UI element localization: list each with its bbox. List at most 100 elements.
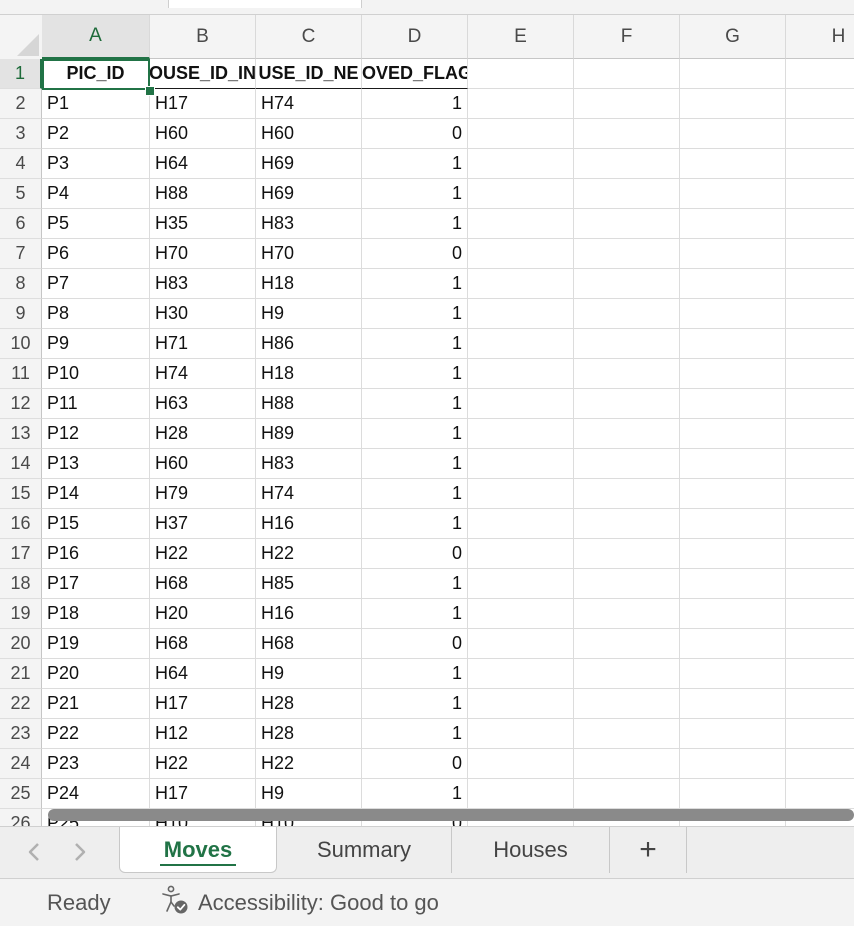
table-cell[interactable]: H83 <box>256 209 362 239</box>
table-cell[interactable]: 1 <box>362 299 468 329</box>
table-cell[interactable]: H20 <box>150 599 256 629</box>
empty-cell[interactable] <box>680 269 786 299</box>
table-cell[interactable]: H63 <box>150 389 256 419</box>
table-cell[interactable]: H18 <box>256 359 362 389</box>
table-cell[interactable]: 1 <box>362 509 468 539</box>
table-cell[interactable]: H79 <box>150 479 256 509</box>
select-all-corner[interactable] <box>0 15 43 60</box>
empty-cell[interactable] <box>786 509 854 539</box>
horizontal-scrollbar[interactable] <box>48 809 854 821</box>
table-cell[interactable]: 0 <box>362 749 468 779</box>
table-cell[interactable]: P11 <box>42 389 150 419</box>
table-cell[interactable]: H28 <box>256 689 362 719</box>
row-header[interactable]: 25 <box>0 779 42 809</box>
header-cell[interactable]: PIC_ID <box>42 59 150 89</box>
empty-cell[interactable] <box>680 299 786 329</box>
empty-cell[interactable] <box>468 449 574 479</box>
empty-cell[interactable] <box>468 359 574 389</box>
empty-cell[interactable] <box>786 89 854 119</box>
table-cell[interactable]: P9 <box>42 329 150 359</box>
table-cell[interactable]: 1 <box>362 149 468 179</box>
table-cell[interactable]: 0 <box>362 119 468 149</box>
empty-cell[interactable] <box>680 749 786 779</box>
empty-cell[interactable] <box>574 629 680 659</box>
empty-cell[interactable] <box>574 389 680 419</box>
empty-cell[interactable] <box>786 749 854 779</box>
empty-cell[interactable] <box>468 659 574 689</box>
table-cell[interactable]: 1 <box>362 779 468 809</box>
table-cell[interactable]: H18 <box>256 269 362 299</box>
table-cell[interactable]: P18 <box>42 599 150 629</box>
empty-cell[interactable] <box>786 239 854 269</box>
row-header[interactable]: 11 <box>0 359 42 389</box>
table-cell[interactable]: H71 <box>150 329 256 359</box>
empty-cell[interactable] <box>468 299 574 329</box>
table-cell[interactable]: P13 <box>42 449 150 479</box>
row-header[interactable]: 6 <box>0 209 42 239</box>
table-cell[interactable]: H68 <box>150 629 256 659</box>
empty-cell[interactable] <box>680 359 786 389</box>
table-cell[interactable]: H64 <box>150 659 256 689</box>
empty-cell[interactable] <box>786 119 854 149</box>
empty-cell[interactable] <box>468 629 574 659</box>
table-cell[interactable]: P20 <box>42 659 150 689</box>
empty-cell[interactable] <box>786 479 854 509</box>
table-cell[interactable]: P10 <box>42 359 150 389</box>
empty-cell[interactable] <box>786 689 854 719</box>
table-cell[interactable]: H9 <box>256 779 362 809</box>
table-cell[interactable]: H17 <box>150 689 256 719</box>
table-cell[interactable]: P24 <box>42 779 150 809</box>
table-cell[interactable]: 1 <box>362 269 468 299</box>
table-cell[interactable]: P22 <box>42 719 150 749</box>
row-header[interactable]: 1 <box>0 59 42 89</box>
empty-cell[interactable] <box>574 539 680 569</box>
column-header-a[interactable]: A <box>42 15 150 59</box>
empty-cell[interactable] <box>468 149 574 179</box>
empty-cell[interactable] <box>574 179 680 209</box>
table-cell[interactable]: H69 <box>256 149 362 179</box>
table-cell[interactable]: H60 <box>256 119 362 149</box>
empty-cell[interactable] <box>680 719 786 749</box>
empty-cell[interactable] <box>680 179 786 209</box>
empty-cell[interactable] <box>786 329 854 359</box>
table-cell[interactable]: H22 <box>256 539 362 569</box>
table-cell[interactable]: P15 <box>42 509 150 539</box>
table-cell[interactable]: 1 <box>362 659 468 689</box>
table-cell[interactable]: P3 <box>42 149 150 179</box>
table-cell[interactable]: 1 <box>362 209 468 239</box>
table-cell[interactable]: H68 <box>150 569 256 599</box>
table-cell[interactable]: H83 <box>150 269 256 299</box>
empty-cell[interactable] <box>680 509 786 539</box>
empty-cell[interactable] <box>468 179 574 209</box>
empty-cell[interactable] <box>786 629 854 659</box>
empty-cell[interactable] <box>680 209 786 239</box>
empty-cell[interactable] <box>680 449 786 479</box>
row-header[interactable]: 23 <box>0 719 42 749</box>
empty-cell[interactable] <box>680 599 786 629</box>
empty-cell[interactable] <box>786 179 854 209</box>
empty-cell[interactable] <box>786 359 854 389</box>
table-cell[interactable]: H89 <box>256 419 362 449</box>
empty-cell[interactable] <box>574 449 680 479</box>
fill-handle[interactable] <box>145 86 155 96</box>
column-header-d[interactable]: D <box>362 15 468 59</box>
empty-cell[interactable] <box>574 329 680 359</box>
empty-cell[interactable] <box>574 239 680 269</box>
table-cell[interactable]: P19 <box>42 629 150 659</box>
empty-cell[interactable] <box>786 149 854 179</box>
table-cell[interactable]: H74 <box>256 479 362 509</box>
row-header[interactable]: 7 <box>0 239 42 269</box>
table-cell[interactable]: 1 <box>362 329 468 359</box>
table-cell[interactable]: H68 <box>256 629 362 659</box>
empty-cell[interactable] <box>574 779 680 809</box>
empty-cell[interactable] <box>468 389 574 419</box>
empty-cell[interactable] <box>680 59 786 89</box>
table-cell[interactable]: H85 <box>256 569 362 599</box>
empty-cell[interactable] <box>468 269 574 299</box>
row-header[interactable]: 16 <box>0 509 42 539</box>
column-header-g[interactable]: G <box>680 15 786 59</box>
empty-cell[interactable] <box>786 779 854 809</box>
empty-cell[interactable] <box>786 389 854 419</box>
table-cell[interactable]: P8 <box>42 299 150 329</box>
table-cell[interactable]: H37 <box>150 509 256 539</box>
